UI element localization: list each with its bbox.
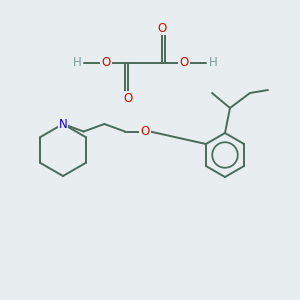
Text: O: O	[179, 56, 189, 70]
Text: O: O	[123, 92, 133, 104]
Text: N: N	[58, 118, 68, 130]
Text: H: H	[73, 56, 81, 70]
Text: O: O	[140, 125, 150, 138]
Text: H: H	[208, 56, 217, 70]
Text: O: O	[101, 56, 111, 70]
Text: O: O	[158, 22, 166, 34]
